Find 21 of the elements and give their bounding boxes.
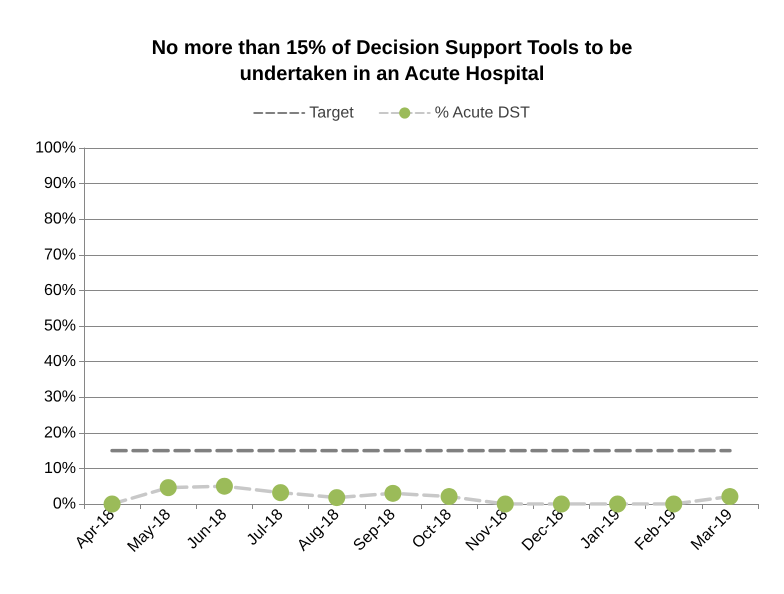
point [440, 488, 458, 506]
y-tick-label: 20% [44, 424, 76, 442]
point [216, 478, 233, 495]
point [721, 488, 738, 506]
y-tick-label: 100% [35, 140, 76, 156]
y-tick-label: 80% [44, 210, 76, 228]
y-tick-label: 70% [44, 246, 76, 264]
point [328, 489, 346, 506]
y-tick-label: 10% [44, 460, 76, 477]
chart-title: No more than 15% of Decision Support Tools to be undertaken in an Acute Hospital [152, 37, 632, 85]
legend-label: Target [309, 104, 354, 122]
y-tick-label: 60% [44, 282, 76, 299]
point [160, 479, 177, 496]
y-tick-label: 30% [44, 388, 76, 406]
y-tick-label: 90% [44, 175, 76, 192]
point [272, 484, 290, 502]
y-tick-label: 40% [44, 353, 76, 370]
y-tick-label: 0% [52, 496, 76, 512]
point [384, 484, 402, 502]
y-tick-label: 50% [44, 318, 76, 334]
legend-label: % Acute DST [434, 104, 530, 122]
